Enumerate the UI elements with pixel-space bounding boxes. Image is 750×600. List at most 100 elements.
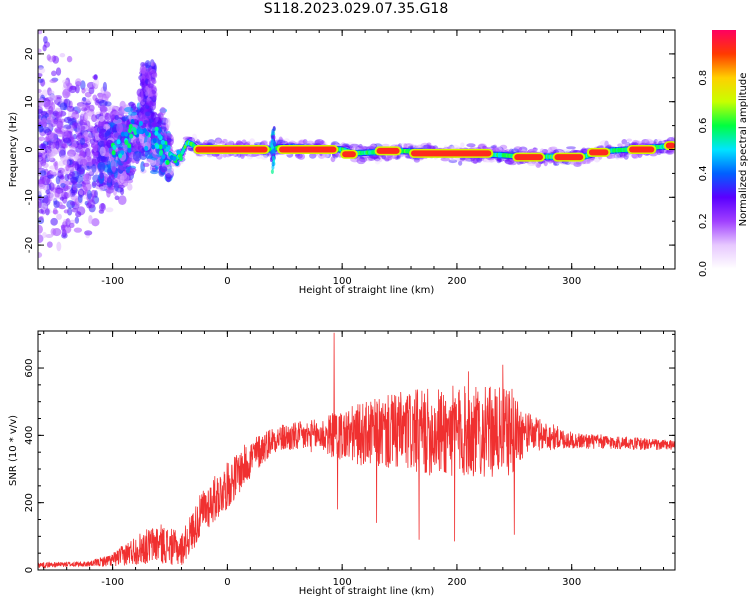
transition-blob [124,107,134,113]
halo-blob [614,153,621,161]
halo-blob [247,155,253,160]
colorbar: 0.0 0.2 0.4 0.6 0.8 Normalized spectral ampli… [698,30,749,277]
transition-blob [165,117,171,130]
colorbar-label: Normalized spectral amplitude [738,73,749,227]
x-axis-label: Height of straight line (km) [299,285,435,296]
halo-blob [188,137,194,141]
halo-blob [222,152,227,158]
noise-blob [69,171,76,177]
bright-blob [127,147,132,153]
noise-blob [50,170,58,175]
halo-blob [408,143,415,149]
halo-blob [346,142,355,147]
halo-blob [369,156,376,160]
bright-blob [127,128,132,134]
hot-segment [629,146,655,153]
hot-segment [665,142,675,149]
halo-blob [314,138,324,146]
noise-blob [63,209,69,214]
noise-blob [74,216,80,224]
bright-blob [136,129,141,135]
halo-blob [358,143,363,150]
halo-blob [219,140,225,145]
noise-blob [55,175,61,185]
noise-blob [88,104,95,112]
plume-blob [152,94,157,101]
hot-segment [195,146,268,153]
noise-blob [79,158,88,166]
noise-blob [97,93,106,99]
halo-blob [226,140,236,145]
noise-blob [44,136,50,142]
halo-blob [294,153,300,157]
noise-blob [75,183,83,188]
halo-blob [426,142,432,147]
noise-blob [46,54,51,61]
noise-blob [43,35,48,44]
bright-blob [111,150,116,156]
noise-blob [83,131,89,137]
halo-blob [573,162,582,167]
halo-blob [477,143,488,151]
halo-blob [458,160,463,166]
noise-blob [62,137,72,144]
plume-blob [144,60,151,69]
halo-blob [283,138,290,144]
noise-blob [104,94,110,101]
noise-blob [48,94,57,102]
halo-blob [495,146,504,153]
halo-blob [295,153,303,159]
halo-blob [665,150,675,155]
y-tick-label: -10 [24,189,35,205]
noise-blob [51,70,57,77]
spike-blob [271,130,275,136]
noise-blob [67,207,73,216]
noise-blob [75,211,82,218]
halo-blob [429,145,435,149]
noise-blob [98,203,106,212]
plume-blob [150,62,155,67]
noise-blob [86,202,92,209]
noise-blob [42,184,50,191]
halo-blob [656,150,662,155]
halo-blob [297,139,306,146]
noise-blob [98,186,105,192]
halo-blob [527,162,537,167]
halo-blob [297,153,306,160]
y-tick-label: 200 [24,493,35,512]
bright-blob [132,126,137,132]
y-tick-label: 0 [24,567,35,573]
transition-blob [128,111,138,116]
transition-blob [165,172,172,183]
noise-blob [46,241,53,248]
noise-blob [56,120,64,129]
halo-blob [476,156,483,163]
halo-blob [364,155,371,161]
bright-blob [152,138,157,144]
hot-segment [588,149,609,156]
noise-blob [75,175,84,184]
bright-blob [124,131,129,137]
noise-blob [49,90,55,96]
noise-blob [49,133,58,143]
noise-blob [50,227,57,236]
noise-blob [70,195,80,201]
halo-blob [384,155,393,160]
noise-blob [48,182,55,191]
bright-blob [157,133,162,139]
spike-blob [270,169,274,175]
halo-blob [384,158,390,162]
halo-blob [653,139,659,146]
halo-blob [622,153,630,157]
halo-blob [560,161,568,166]
colorbar-tick-label: 0.4 [698,165,709,181]
transition-blob [111,166,116,173]
noise-blob [56,111,63,120]
halo-blob [626,153,635,157]
noise-blob [105,207,114,213]
transition-blob [132,150,142,162]
noise-blob [102,81,107,92]
transition-blob [100,156,108,163]
halo-blob [492,144,498,150]
noise-blob [60,182,66,188]
